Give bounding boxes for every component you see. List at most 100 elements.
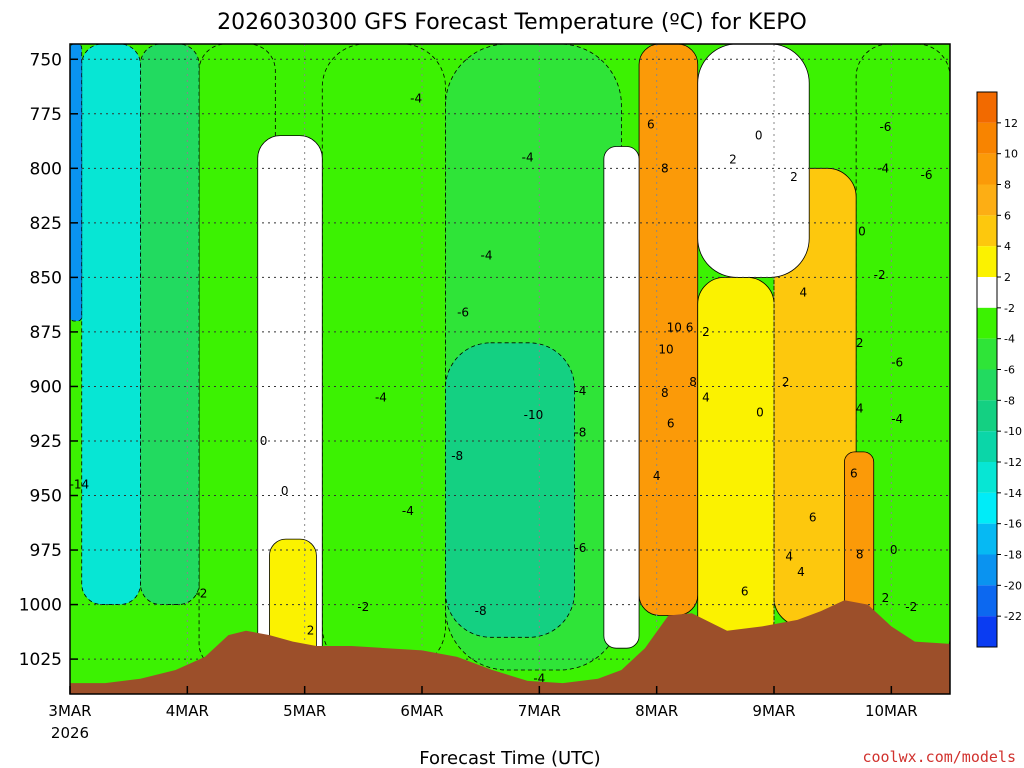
contour-label-5: -2	[357, 600, 369, 614]
field-9	[81, 44, 141, 605]
y-tick-label-6: 900	[30, 377, 62, 397]
contour-label-34: 2	[782, 375, 790, 389]
y-tick-label-8: 950	[30, 487, 62, 507]
colorbar-label-4: 4	[1004, 240, 1011, 253]
x-tick-label-2: 5MAR	[283, 702, 326, 720]
field-11	[697, 44, 810, 278]
y-tick-label-0: 750	[30, 50, 62, 70]
contour-label-48: -6	[891, 355, 903, 369]
x-tick-label-4: 7MAR	[518, 702, 561, 720]
contour-label-25: 8	[661, 386, 669, 400]
x-tick-label-7: 10MAR	[865, 702, 918, 720]
contour-label-19: 6	[647, 118, 655, 132]
contour-label-30: 6	[741, 584, 749, 598]
contour-label-33: 2	[790, 170, 798, 184]
contour-label-15: -4	[533, 672, 545, 686]
colorbar-swatch-5	[977, 246, 997, 277]
y-tick-label-7: 925	[30, 432, 62, 452]
contour-label-47: 6	[850, 467, 858, 481]
colorbar-swatch-11	[977, 431, 997, 462]
contour-label-28: 6	[667, 417, 675, 431]
colorbar-label-11: -12	[1004, 456, 1022, 469]
contour-label-3: 0	[281, 484, 289, 498]
colorbar-label-5: 2	[1004, 271, 1011, 284]
colorbar-label-6: -2	[1004, 302, 1015, 315]
colorbar-label-13: -16	[1004, 518, 1022, 531]
contour-label-8: -4	[410, 92, 422, 106]
colorbar-swatch-1	[977, 122, 997, 154]
contour-label-23: 6	[686, 321, 694, 335]
colorbar: 12 10 8 6 4 2 -2 -4 -6 -8 -10 -12 -14 -16 -18 -20 -22	[976, 91, 1022, 648]
contour-label-40: 0	[858, 225, 866, 239]
contour-label-6: -4	[375, 390, 387, 404]
contour-label-27: 4	[702, 390, 710, 404]
colorbar-swatch-6	[977, 277, 997, 308]
contour-label-2: 0	[260, 434, 268, 448]
field-4	[445, 342, 575, 638]
colorbar-label-16: -22	[1004, 610, 1022, 623]
x-tick-label-3: 6MAR	[400, 702, 443, 720]
plot-frame	[69, 43, 951, 695]
field-1	[321, 44, 446, 671]
contour-label-50: 8	[856, 547, 864, 561]
contour-label-37: 4	[797, 565, 805, 579]
y-tick-label-11: 1025	[19, 650, 62, 670]
contour-label-38: 6	[809, 510, 817, 524]
x-year-label: 2026	[51, 724, 89, 742]
colorbar-swatch-15	[977, 554, 997, 586]
contour-label-51: 0	[890, 543, 898, 557]
y-tick-label-2: 800	[30, 159, 62, 179]
colorbar-swatch-3	[977, 184, 997, 216]
contour-label-20: 8	[661, 161, 669, 175]
contour-label-11: -8	[475, 604, 487, 618]
colorbar-label-0: 12	[1004, 117, 1018, 130]
contour-label-36: 4	[800, 286, 808, 300]
colorbar-label-2: 8	[1004, 179, 1011, 192]
field-14	[844, 451, 875, 627]
grid-lines	[70, 44, 950, 694]
field-8	[140, 44, 200, 605]
contour-label-0: -14	[70, 478, 90, 492]
colorbar-label-14: -18	[1004, 549, 1022, 562]
x-axis-label: Forecast Time (UTC)	[419, 748, 600, 768]
contour-label-17: -8	[574, 425, 586, 439]
temperature-fields	[70, 44, 950, 671]
y-tick-label-10: 1000	[19, 596, 62, 616]
colorbar-label-8: -6	[1004, 364, 1015, 377]
x-tick-label-1: 4MAR	[166, 702, 209, 720]
contour-label-22: 10	[658, 342, 673, 356]
y-tick-label-9: 975	[30, 541, 62, 561]
y-tick-label-3: 825	[30, 214, 62, 234]
contour-label-9: -6	[457, 305, 469, 319]
x-axis: 3MAR 4MAR 5MAR 6MAR 7MAR 8MAR 9MAR 10MAR	[48, 686, 918, 720]
colorbar-swatch-13	[977, 492, 997, 524]
contour-label-43: -6	[879, 120, 891, 134]
colorbar-swatch-14	[977, 523, 997, 555]
field-15	[70, 44, 83, 322]
colorbar-label-1: 10	[1004, 148, 1018, 161]
contour-label-52: 2	[882, 591, 890, 605]
contour-label-14: -10	[524, 408, 544, 422]
contour-label-35: 0	[756, 406, 764, 420]
contour-label-4: 2	[307, 624, 315, 638]
colorbar-swatch-2	[977, 153, 997, 185]
contour-label-21: 10	[667, 321, 682, 335]
contour-label-16: -4	[574, 384, 586, 398]
colorbar-label-15: -20	[1004, 579, 1022, 592]
x-tick-label-0: 3MAR	[48, 702, 91, 720]
contour-label-1: -2	[195, 587, 207, 601]
colorbar-label-12: -14	[1004, 487, 1022, 500]
colorbar-swatch-4	[977, 215, 997, 247]
contour-label-53: -2	[905, 600, 917, 614]
x-tick-label-6: 9MAR	[752, 702, 795, 720]
contour-label-26: 8	[689, 375, 697, 389]
plot-area: -14 -2 0 0 2 -2 -4 -4 -4 -6 -8 -8 -4 -4 -10 -4 -4 -8 -6 6 8 1…	[70, 44, 950, 694]
contour-label-41: -2	[874, 268, 886, 282]
contour-label-42: -4	[877, 161, 889, 175]
contour-label-32: 0	[755, 129, 763, 143]
colorbar-swatch-16	[977, 585, 997, 617]
contour-label-24: 2	[702, 325, 710, 339]
y-tick-label-4: 850	[30, 268, 62, 288]
field-12	[603, 146, 640, 649]
